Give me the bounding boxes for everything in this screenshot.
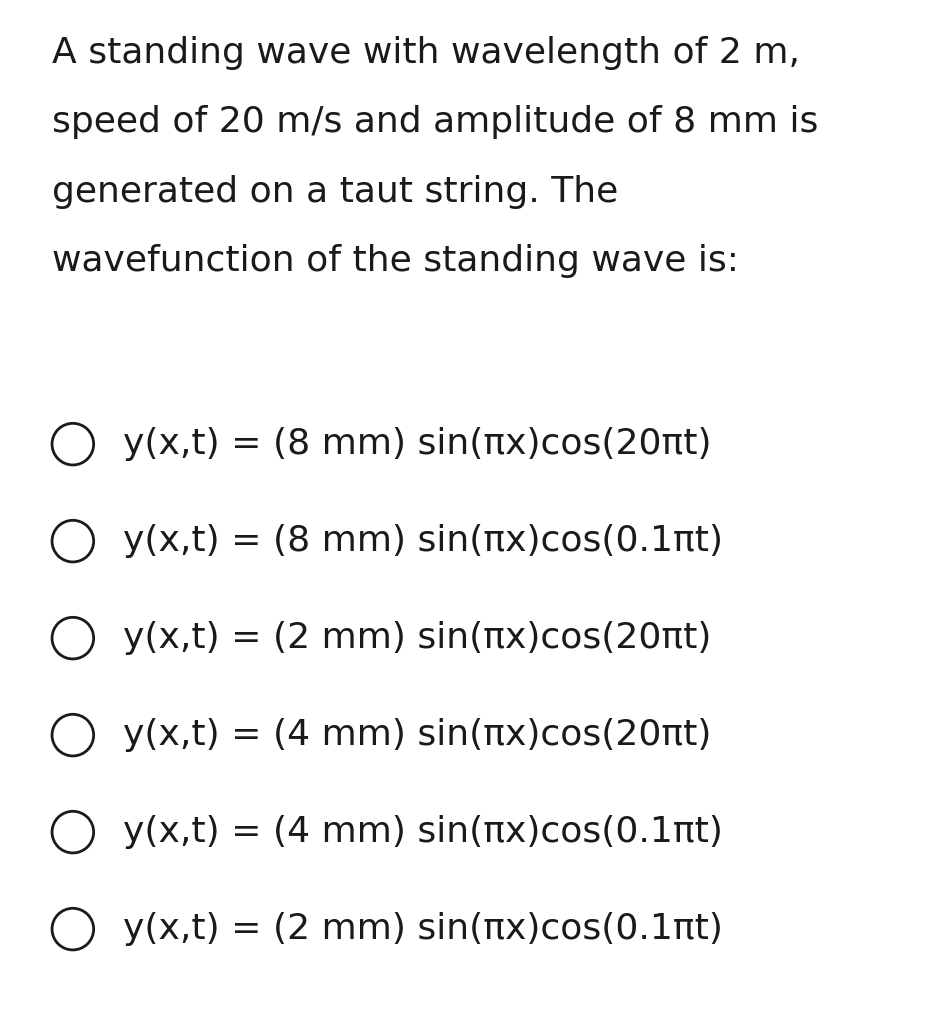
Text: y(x,t) = (8 mm) sin(πx)cos(0.1πt): y(x,t) = (8 mm) sin(πx)cos(0.1πt) (123, 524, 723, 558)
Text: A standing wave with wavelength of 2 m,: A standing wave with wavelength of 2 m, (52, 36, 800, 69)
Text: y(x,t) = (4 mm) sin(πx)cos(20πt): y(x,t) = (4 mm) sin(πx)cos(20πt) (123, 718, 711, 752)
Text: y(x,t) = (8 mm) sin(πx)cos(20πt): y(x,t) = (8 mm) sin(πx)cos(20πt) (123, 427, 711, 461)
Text: generated on a taut string. The: generated on a taut string. The (52, 175, 619, 208)
Text: y(x,t) = (4 mm) sin(πx)cos(0.1πt): y(x,t) = (4 mm) sin(πx)cos(0.1πt) (123, 815, 723, 849)
Text: y(x,t) = (2 mm) sin(πx)cos(20πt): y(x,t) = (2 mm) sin(πx)cos(20πt) (123, 621, 711, 655)
Text: speed of 20 m/s and amplitude of 8 mm is: speed of 20 m/s and amplitude of 8 mm is (52, 105, 818, 139)
Text: wavefunction of the standing wave is:: wavefunction of the standing wave is: (52, 244, 739, 278)
Text: y(x,t) = (2 mm) sin(πx)cos(0.1πt): y(x,t) = (2 mm) sin(πx)cos(0.1πt) (123, 912, 723, 946)
